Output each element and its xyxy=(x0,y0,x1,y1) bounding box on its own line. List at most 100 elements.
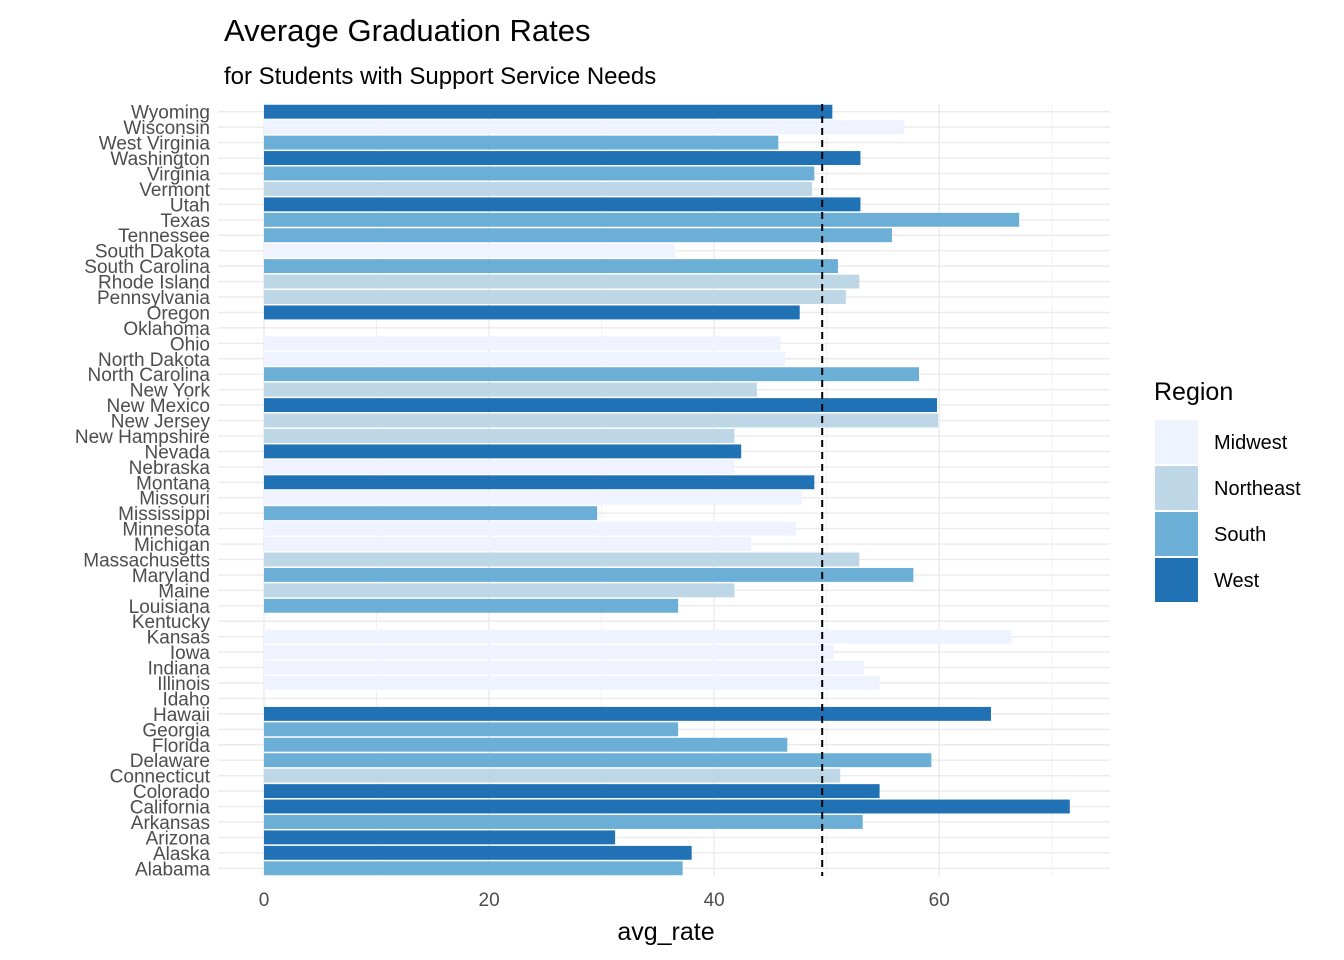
x-tick-label: 20 xyxy=(479,890,500,911)
y-tick-label: Montana xyxy=(136,473,210,494)
y-tick-label: North Carolina xyxy=(88,365,211,386)
bar-arkansas xyxy=(264,815,863,829)
y-tick-label: Delaware xyxy=(130,751,210,772)
chart-subtitle: for Students with Support Service Needs xyxy=(224,63,656,90)
bar-utah xyxy=(264,197,861,212)
bar-hawaii xyxy=(264,706,992,721)
y-tick-label: Ohio xyxy=(170,334,210,355)
bar-vermont xyxy=(264,181,813,196)
bar-colorado xyxy=(264,784,880,799)
bar-nevada xyxy=(264,444,742,459)
y-tick-label: Hawaii xyxy=(153,705,210,726)
y-tick-label: Louisiana xyxy=(129,597,211,618)
bar-south-carolina xyxy=(264,259,838,274)
y-tick-label: Indiana xyxy=(148,659,211,680)
y-tick-label: New Hampshire xyxy=(75,427,210,448)
bar-new-hampshire xyxy=(264,429,735,443)
y-tick-label: Arizona xyxy=(146,828,211,849)
y-tick-label: New Mexico xyxy=(107,396,210,417)
y-tick-label: Massachusetts xyxy=(83,550,210,571)
legend-swatch-midwest xyxy=(1155,420,1198,464)
bar-north-dakota xyxy=(264,351,786,366)
y-tick-label: Mississippi xyxy=(118,504,210,525)
y-tick-label: Oregon xyxy=(147,303,210,324)
y-tick-label: Kentucky xyxy=(132,612,211,633)
y-tick-label: Texas xyxy=(160,211,210,232)
bars xyxy=(264,104,1070,876)
bar-alabama xyxy=(264,861,683,876)
y-tick-label: Maryland xyxy=(132,566,210,587)
y-tick-label: Oklahoma xyxy=(123,319,210,340)
x-axis-labels: 0 20 40 60 xyxy=(259,890,950,911)
y-tick-label: California xyxy=(130,798,211,819)
y-tick-label: Idaho xyxy=(162,689,210,710)
y-tick-label: Georgia xyxy=(142,720,210,741)
bar-pennsylvania xyxy=(264,290,846,304)
legend-label-south: South xyxy=(1214,524,1266,546)
legend-label-northeast: Northeast xyxy=(1214,478,1301,500)
legend: Region Midwest Northeast South West xyxy=(1154,378,1301,602)
bar-north-carolina xyxy=(264,367,919,382)
bar-georgia xyxy=(264,722,679,737)
bar-maryland xyxy=(264,567,914,582)
y-tick-label: Colorado xyxy=(133,782,210,803)
legend-swatch-northeast xyxy=(1155,466,1198,510)
y-tick-label: Iowa xyxy=(170,643,211,664)
bar-missouri xyxy=(264,490,802,505)
bar-wyoming xyxy=(264,104,833,119)
bar-montana xyxy=(264,475,815,490)
y-tick-label: Pennsylvania xyxy=(97,288,210,309)
y-tick-label: Michigan xyxy=(134,535,210,556)
y-tick-label: Arkansas xyxy=(131,813,210,834)
x-tick-label: 0 xyxy=(259,890,270,911)
bar-south-dakota xyxy=(264,243,675,258)
legend-title: Region xyxy=(1154,378,1233,406)
bar-michigan xyxy=(264,537,752,551)
y-tick-label: Connecticut xyxy=(110,767,211,788)
bar-ohio xyxy=(264,336,781,351)
bar-massachusetts xyxy=(264,552,860,567)
bar-minnesota xyxy=(264,521,797,536)
y-tick-label: West Virginia xyxy=(99,134,211,155)
y-tick-label: South Dakota xyxy=(95,242,211,263)
bar-indiana xyxy=(264,660,864,675)
bar-delaware xyxy=(264,753,932,768)
y-tick-label: Illinois xyxy=(157,674,210,695)
bar-tennessee xyxy=(264,228,892,243)
y-tick-label: Wisconsin xyxy=(123,118,210,139)
y-tick-label: North Dakota xyxy=(98,350,210,371)
y-tick-label: Nebraska xyxy=(129,458,211,479)
x-axis-title: avg_rate xyxy=(617,918,714,946)
y-tick-label: Minnesota xyxy=(122,520,210,541)
bar-connecticut xyxy=(264,768,841,783)
bar-wisconsin xyxy=(264,120,905,135)
y-tick-label: Virginia xyxy=(147,164,210,185)
legend-swatch-south xyxy=(1155,512,1198,556)
bar-washington xyxy=(264,151,861,165)
bar-california xyxy=(264,799,1070,814)
y-tick-label: Washington xyxy=(110,149,210,170)
bar-kansas xyxy=(264,629,1012,644)
y-tick-label: Wyoming xyxy=(131,103,210,124)
bar-new-mexico xyxy=(264,398,937,413)
x-tick-label: 40 xyxy=(704,890,725,911)
bar-new-jersey xyxy=(264,413,939,428)
y-tick-label: New Jersey xyxy=(111,412,211,433)
y-tick-label: Alaska xyxy=(153,844,210,865)
y-tick-label: New York xyxy=(130,381,211,402)
bar-arizona xyxy=(264,830,616,845)
bar-maine xyxy=(264,583,735,598)
y-tick-label: Nevada xyxy=(145,442,211,463)
bar-texas xyxy=(264,212,1020,227)
bar-rhode-island xyxy=(264,274,860,289)
bar-illinois xyxy=(264,676,880,690)
x-tick-label: 60 xyxy=(929,890,950,911)
y-tick-label: Maine xyxy=(158,581,210,602)
bar-nebraska xyxy=(264,459,735,474)
bar-west-virginia xyxy=(264,135,779,150)
y-tick-label: Rhode Island xyxy=(98,273,210,294)
legend-label-west: West xyxy=(1214,570,1260,592)
legend-swatch-west xyxy=(1155,558,1198,602)
y-tick-label: Florida xyxy=(152,736,211,757)
